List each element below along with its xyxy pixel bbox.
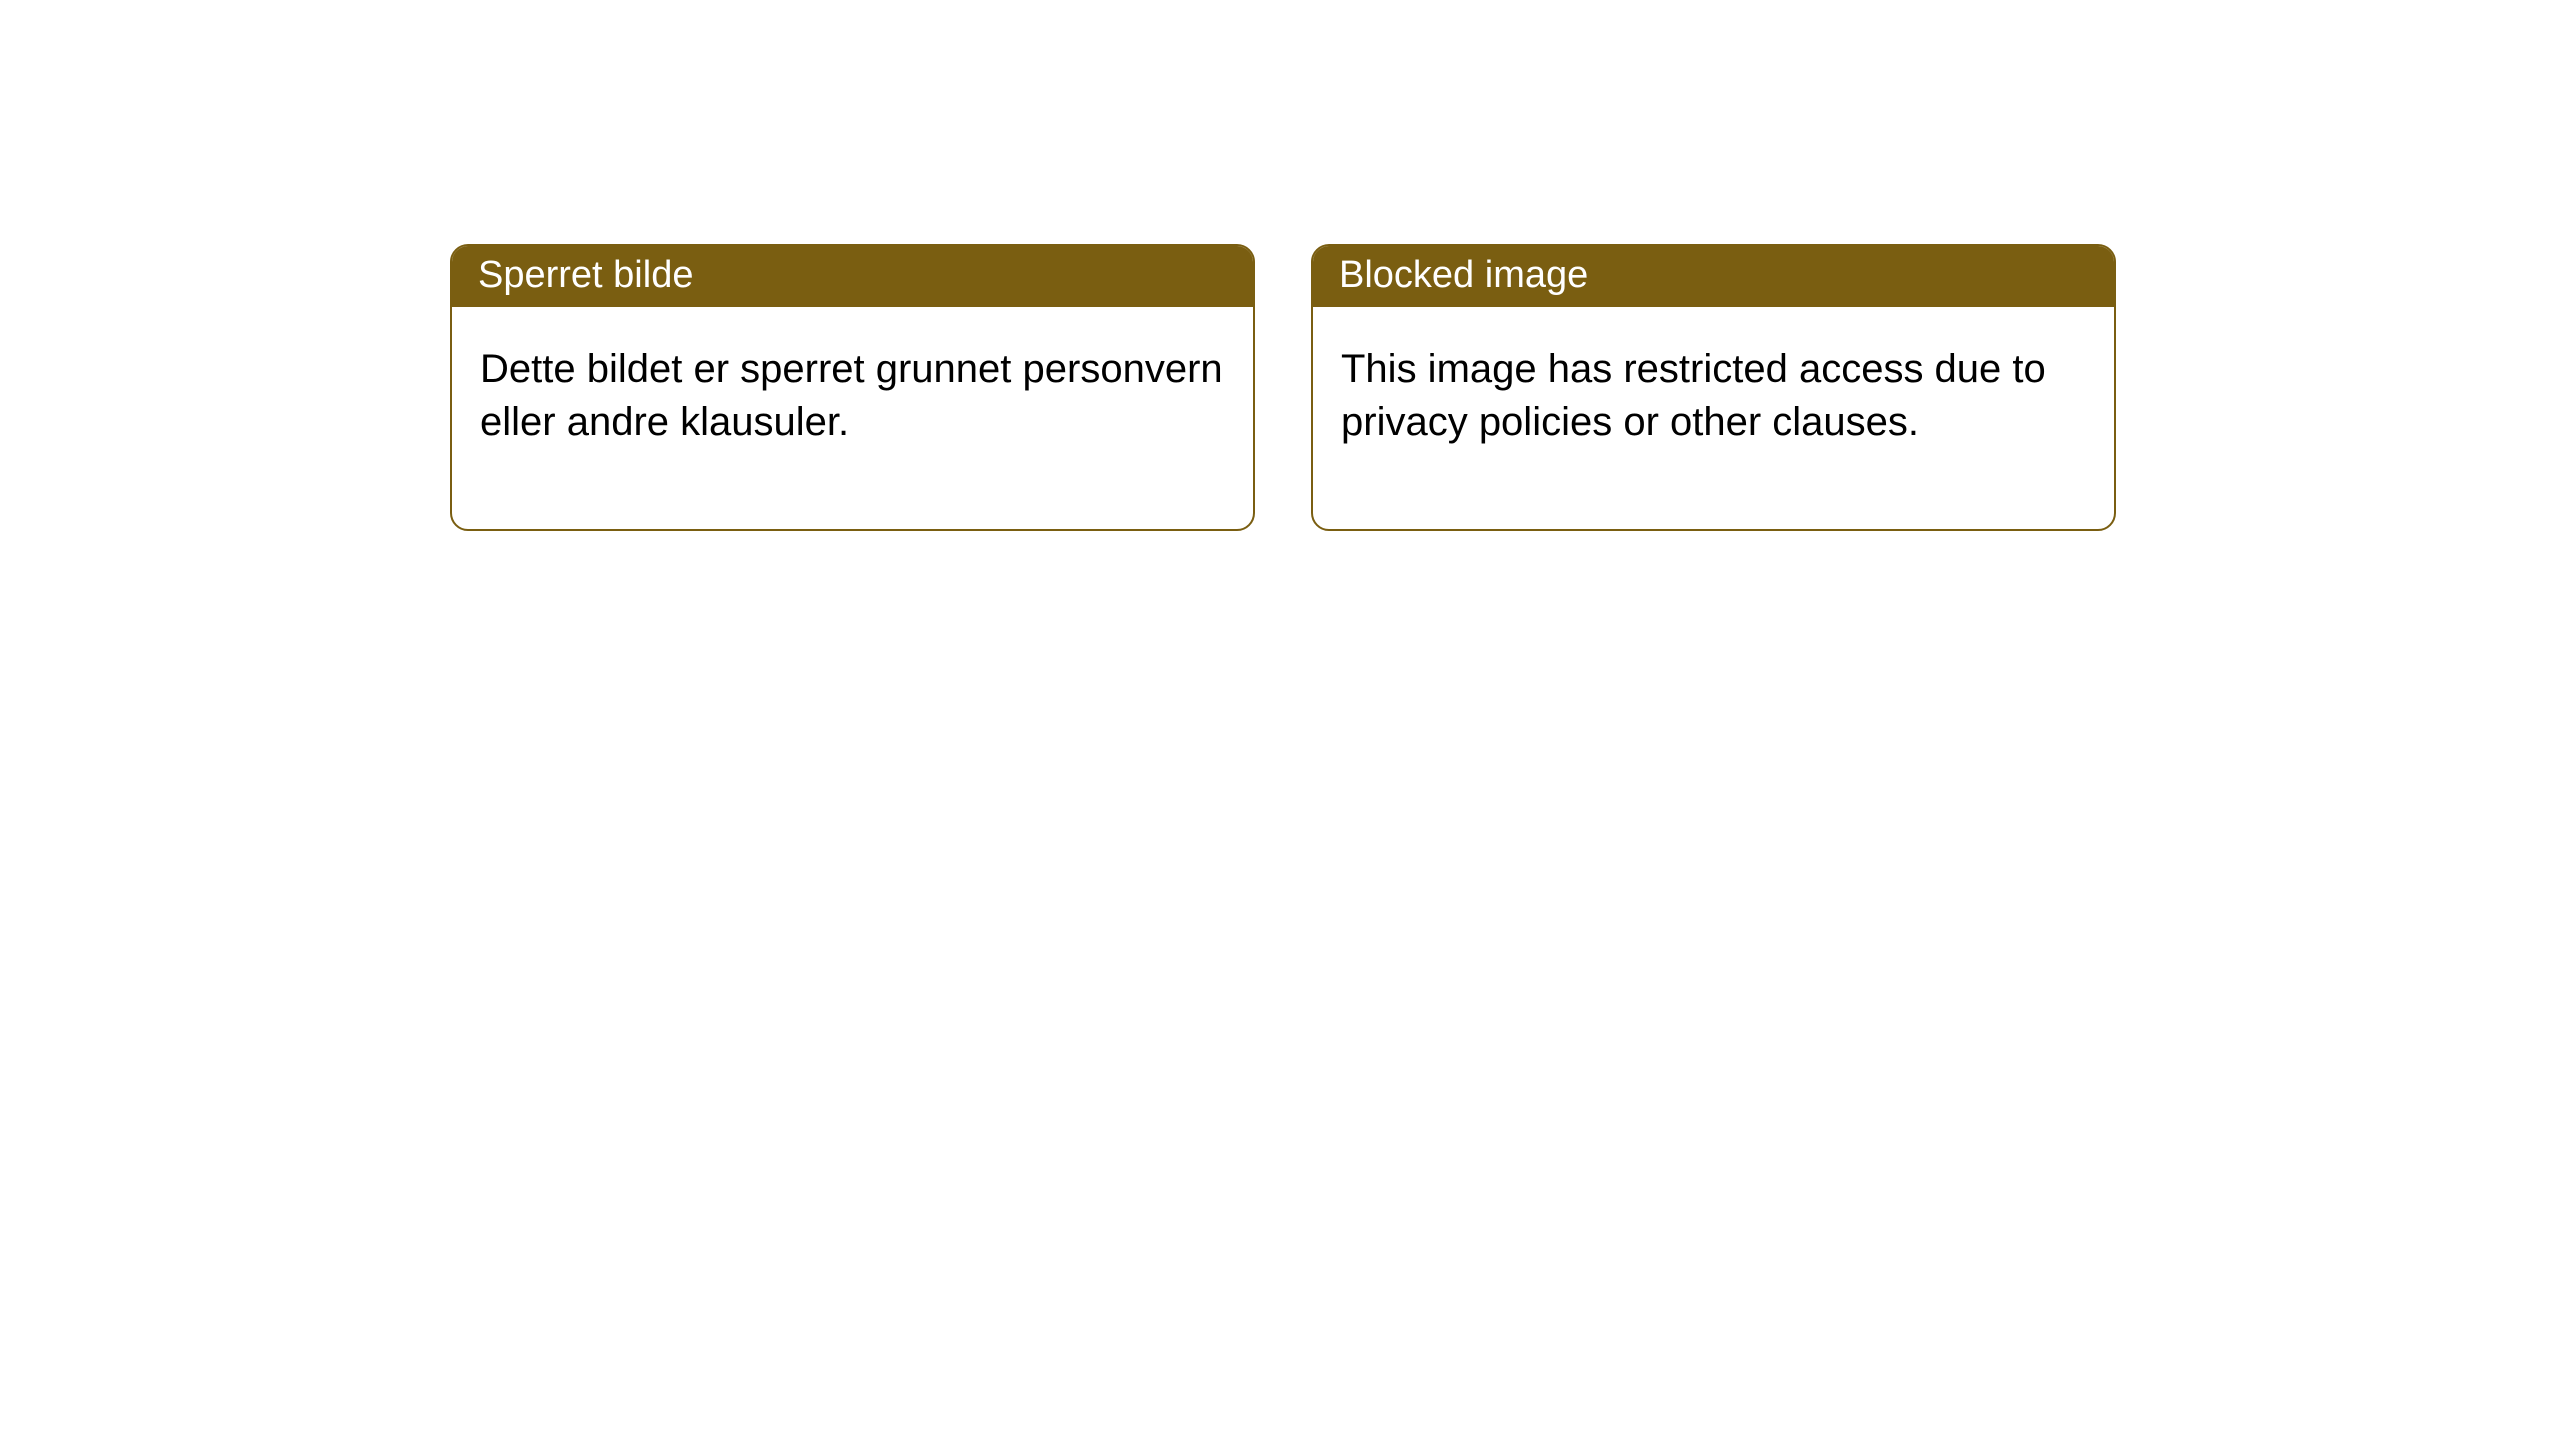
notice-container: Sperret bilde Dette bildet er sperret gr… xyxy=(0,0,2560,531)
card-body: Dette bildet er sperret grunnet personve… xyxy=(452,307,1253,529)
card-title: Blocked image xyxy=(1339,254,1588,296)
card-body: This image has restricted access due to … xyxy=(1313,307,2114,529)
blocked-image-card-en: Blocked image This image has restricted … xyxy=(1311,244,2116,531)
card-body-text: Dette bildet er sperret grunnet personve… xyxy=(480,347,1223,444)
blocked-image-card-no: Sperret bilde Dette bildet er sperret gr… xyxy=(450,244,1255,531)
card-header: Blocked image xyxy=(1313,246,2114,307)
card-title: Sperret bilde xyxy=(478,254,693,296)
card-header: Sperret bilde xyxy=(452,246,1253,307)
card-body-text: This image has restricted access due to … xyxy=(1341,347,2046,444)
